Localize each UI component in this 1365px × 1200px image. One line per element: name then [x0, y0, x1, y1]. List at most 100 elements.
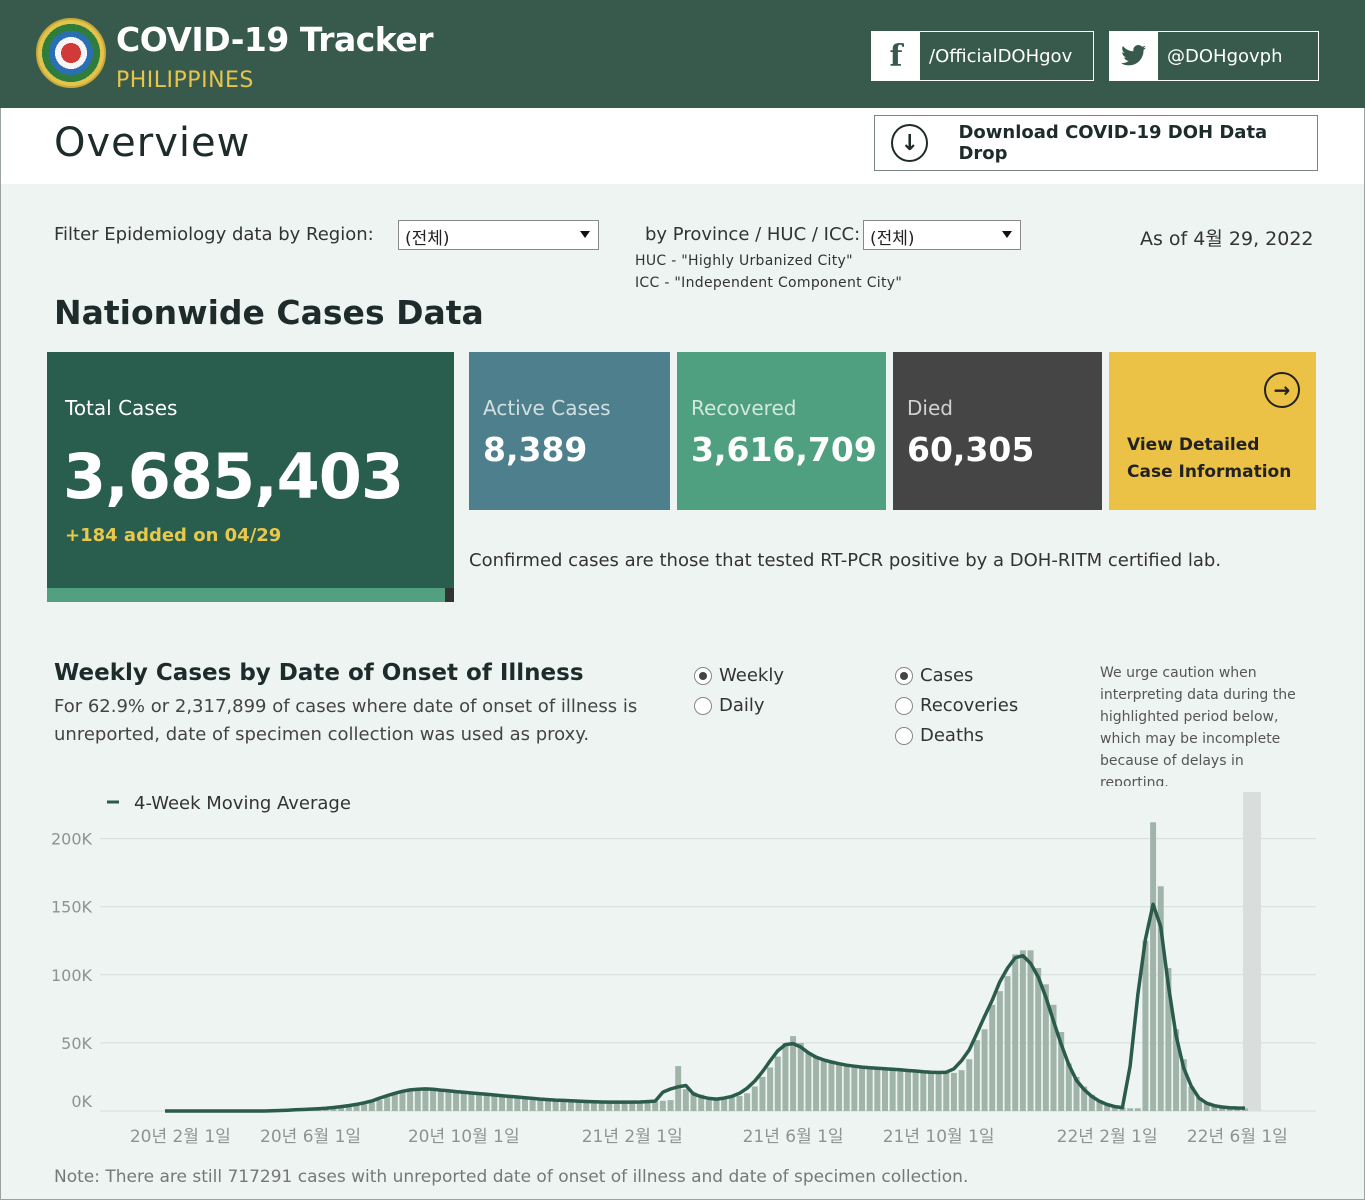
- weekly-bar[interactable]: [560, 1100, 567, 1111]
- weekly-bar[interactable]: [1081, 1086, 1088, 1111]
- weekly-bar[interactable]: [483, 1093, 490, 1111]
- weekly-bar[interactable]: [943, 1072, 950, 1111]
- weekly-bar[interactable]: [613, 1102, 620, 1111]
- weekly-bar[interactable]: [682, 1089, 689, 1111]
- weekly-bar[interactable]: [499, 1095, 506, 1111]
- download-data-button[interactable]: ↓ Download COVID-19 DOH Data Drop: [874, 115, 1318, 171]
- weekly-bar[interactable]: [698, 1094, 705, 1111]
- weekly-bar[interactable]: [384, 1097, 391, 1111]
- weekly-bar[interactable]: [1104, 1104, 1111, 1111]
- weekly-bar[interactable]: [399, 1091, 406, 1111]
- weekly-bar[interactable]: [874, 1068, 881, 1111]
- weekly-bar[interactable]: [1058, 1032, 1065, 1111]
- weekly-bar[interactable]: [659, 1100, 666, 1111]
- weekly-bar[interactable]: [583, 1101, 590, 1111]
- region-select[interactable]: (전체): [398, 220, 599, 250]
- weekly-bar[interactable]: [843, 1064, 850, 1111]
- weekly-bar[interactable]: [1150, 822, 1157, 1111]
- weekly-bar[interactable]: [437, 1089, 444, 1111]
- weekly-bar[interactable]: [797, 1042, 804, 1111]
- weekly-bar[interactable]: [575, 1100, 582, 1111]
- weekly-bar[interactable]: [1111, 1106, 1118, 1111]
- weekly-bar[interactable]: [1134, 1108, 1141, 1111]
- weekly-bar[interactable]: [1050, 1004, 1057, 1111]
- weekly-bar[interactable]: [345, 1106, 352, 1111]
- weekly-bar[interactable]: [1004, 976, 1011, 1111]
- weekly-bar[interactable]: [1127, 1108, 1134, 1111]
- weekly-bar[interactable]: [882, 1068, 888, 1111]
- weekly-bar[interactable]: [506, 1096, 513, 1111]
- weekly-bar[interactable]: [759, 1076, 766, 1111]
- weekly-bar[interactable]: [713, 1100, 720, 1111]
- weekly-bar[interactable]: [782, 1042, 789, 1111]
- weekly-bar[interactable]: [767, 1067, 774, 1111]
- weekly-bar[interactable]: [468, 1092, 475, 1111]
- radio-cases[interactable]: Cases: [895, 665, 973, 686]
- weekly-bar[interactable]: [514, 1096, 521, 1111]
- weekly-bar[interactable]: [904, 1070, 911, 1111]
- weekly-bar[interactable]: [705, 1100, 712, 1111]
- weekly-bar[interactable]: [598, 1102, 605, 1111]
- weekly-bar[interactable]: [889, 1068, 896, 1111]
- weekly-bar[interactable]: [453, 1091, 460, 1111]
- weekly-bar[interactable]: [1142, 940, 1149, 1111]
- weekly-bar[interactable]: [920, 1071, 927, 1111]
- weekly-bar[interactable]: [430, 1089, 437, 1111]
- weekly-bar[interactable]: [1012, 954, 1019, 1111]
- weekly-bar[interactable]: [368, 1102, 375, 1111]
- weekly-bar[interactable]: [859, 1066, 866, 1111]
- weekly-bar[interactable]: [721, 1098, 728, 1111]
- weekly-bar[interactable]: [1096, 1100, 1103, 1111]
- weekly-bar[interactable]: [667, 1100, 674, 1111]
- weekly-bar[interactable]: [1088, 1094, 1095, 1111]
- weekly-bar[interactable]: [544, 1099, 551, 1111]
- weekly-bar[interactable]: [736, 1096, 743, 1111]
- weekly-bar[interactable]: [958, 1070, 965, 1111]
- weekly-bar[interactable]: [805, 1052, 812, 1111]
- weekly-bar[interactable]: [445, 1090, 452, 1111]
- weekly-bar[interactable]: [1019, 950, 1026, 1111]
- weekly-bar[interactable]: [744, 1093, 751, 1111]
- weekly-bar[interactable]: [529, 1098, 536, 1111]
- weekly-bar[interactable]: [1180, 1059, 1187, 1111]
- weekly-bar[interactable]: [330, 1108, 337, 1111]
- weekly-bar[interactable]: [422, 1087, 429, 1111]
- weekly-bar[interactable]: [1027, 950, 1034, 1111]
- weekly-bar[interactable]: [652, 1101, 659, 1111]
- weekly-bar[interactable]: [1157, 886, 1164, 1111]
- weekly-bar[interactable]: [414, 1089, 421, 1111]
- weekly-bar[interactable]: [629, 1102, 636, 1111]
- weekly-bar[interactable]: [552, 1100, 559, 1111]
- weekly-bar[interactable]: [981, 1029, 988, 1111]
- province-select[interactable]: (전체): [863, 220, 1021, 250]
- radio-weekly[interactable]: Weekly: [694, 665, 784, 686]
- weekly-bar[interactable]: [537, 1098, 544, 1111]
- weekly-bar[interactable]: [813, 1056, 820, 1111]
- weekly-bar[interactable]: [1035, 968, 1042, 1111]
- weekly-bar[interactable]: [912, 1070, 919, 1111]
- weekly-bar[interactable]: [851, 1066, 858, 1111]
- weekly-bar[interactable]: [391, 1093, 398, 1111]
- weekly-bar[interactable]: [491, 1094, 498, 1111]
- twitter-link[interactable]: @DOHgovph: [1109, 31, 1319, 81]
- weekly-bar[interactable]: [644, 1102, 651, 1111]
- weekly-bar[interactable]: [1165, 968, 1172, 1111]
- weekly-bar[interactable]: [376, 1100, 383, 1111]
- weekly-bar[interactable]: [522, 1097, 528, 1111]
- weekly-bar[interactable]: [1219, 1106, 1226, 1111]
- weekly-bar[interactable]: [338, 1107, 345, 1111]
- weekly-bar[interactable]: [590, 1101, 597, 1111]
- weekly-bar[interactable]: [950, 1072, 957, 1111]
- weekly-bar[interactable]: [1073, 1076, 1080, 1111]
- weekly-bar[interactable]: [1042, 984, 1049, 1111]
- weekly-bar[interactable]: [476, 1093, 483, 1111]
- radio-recoveries[interactable]: Recoveries: [895, 695, 1018, 716]
- weekly-bar[interactable]: [973, 1040, 980, 1111]
- weekly-bar[interactable]: [866, 1067, 873, 1111]
- weekly-bar[interactable]: [966, 1059, 973, 1111]
- weekly-bar[interactable]: [690, 1091, 697, 1111]
- weekly-bar[interactable]: [751, 1086, 758, 1111]
- radio-daily[interactable]: Daily: [694, 695, 765, 716]
- weekly-bar[interactable]: [836, 1063, 843, 1111]
- view-detailed-case-button[interactable]: → View Detailed Case Information: [1109, 352, 1316, 510]
